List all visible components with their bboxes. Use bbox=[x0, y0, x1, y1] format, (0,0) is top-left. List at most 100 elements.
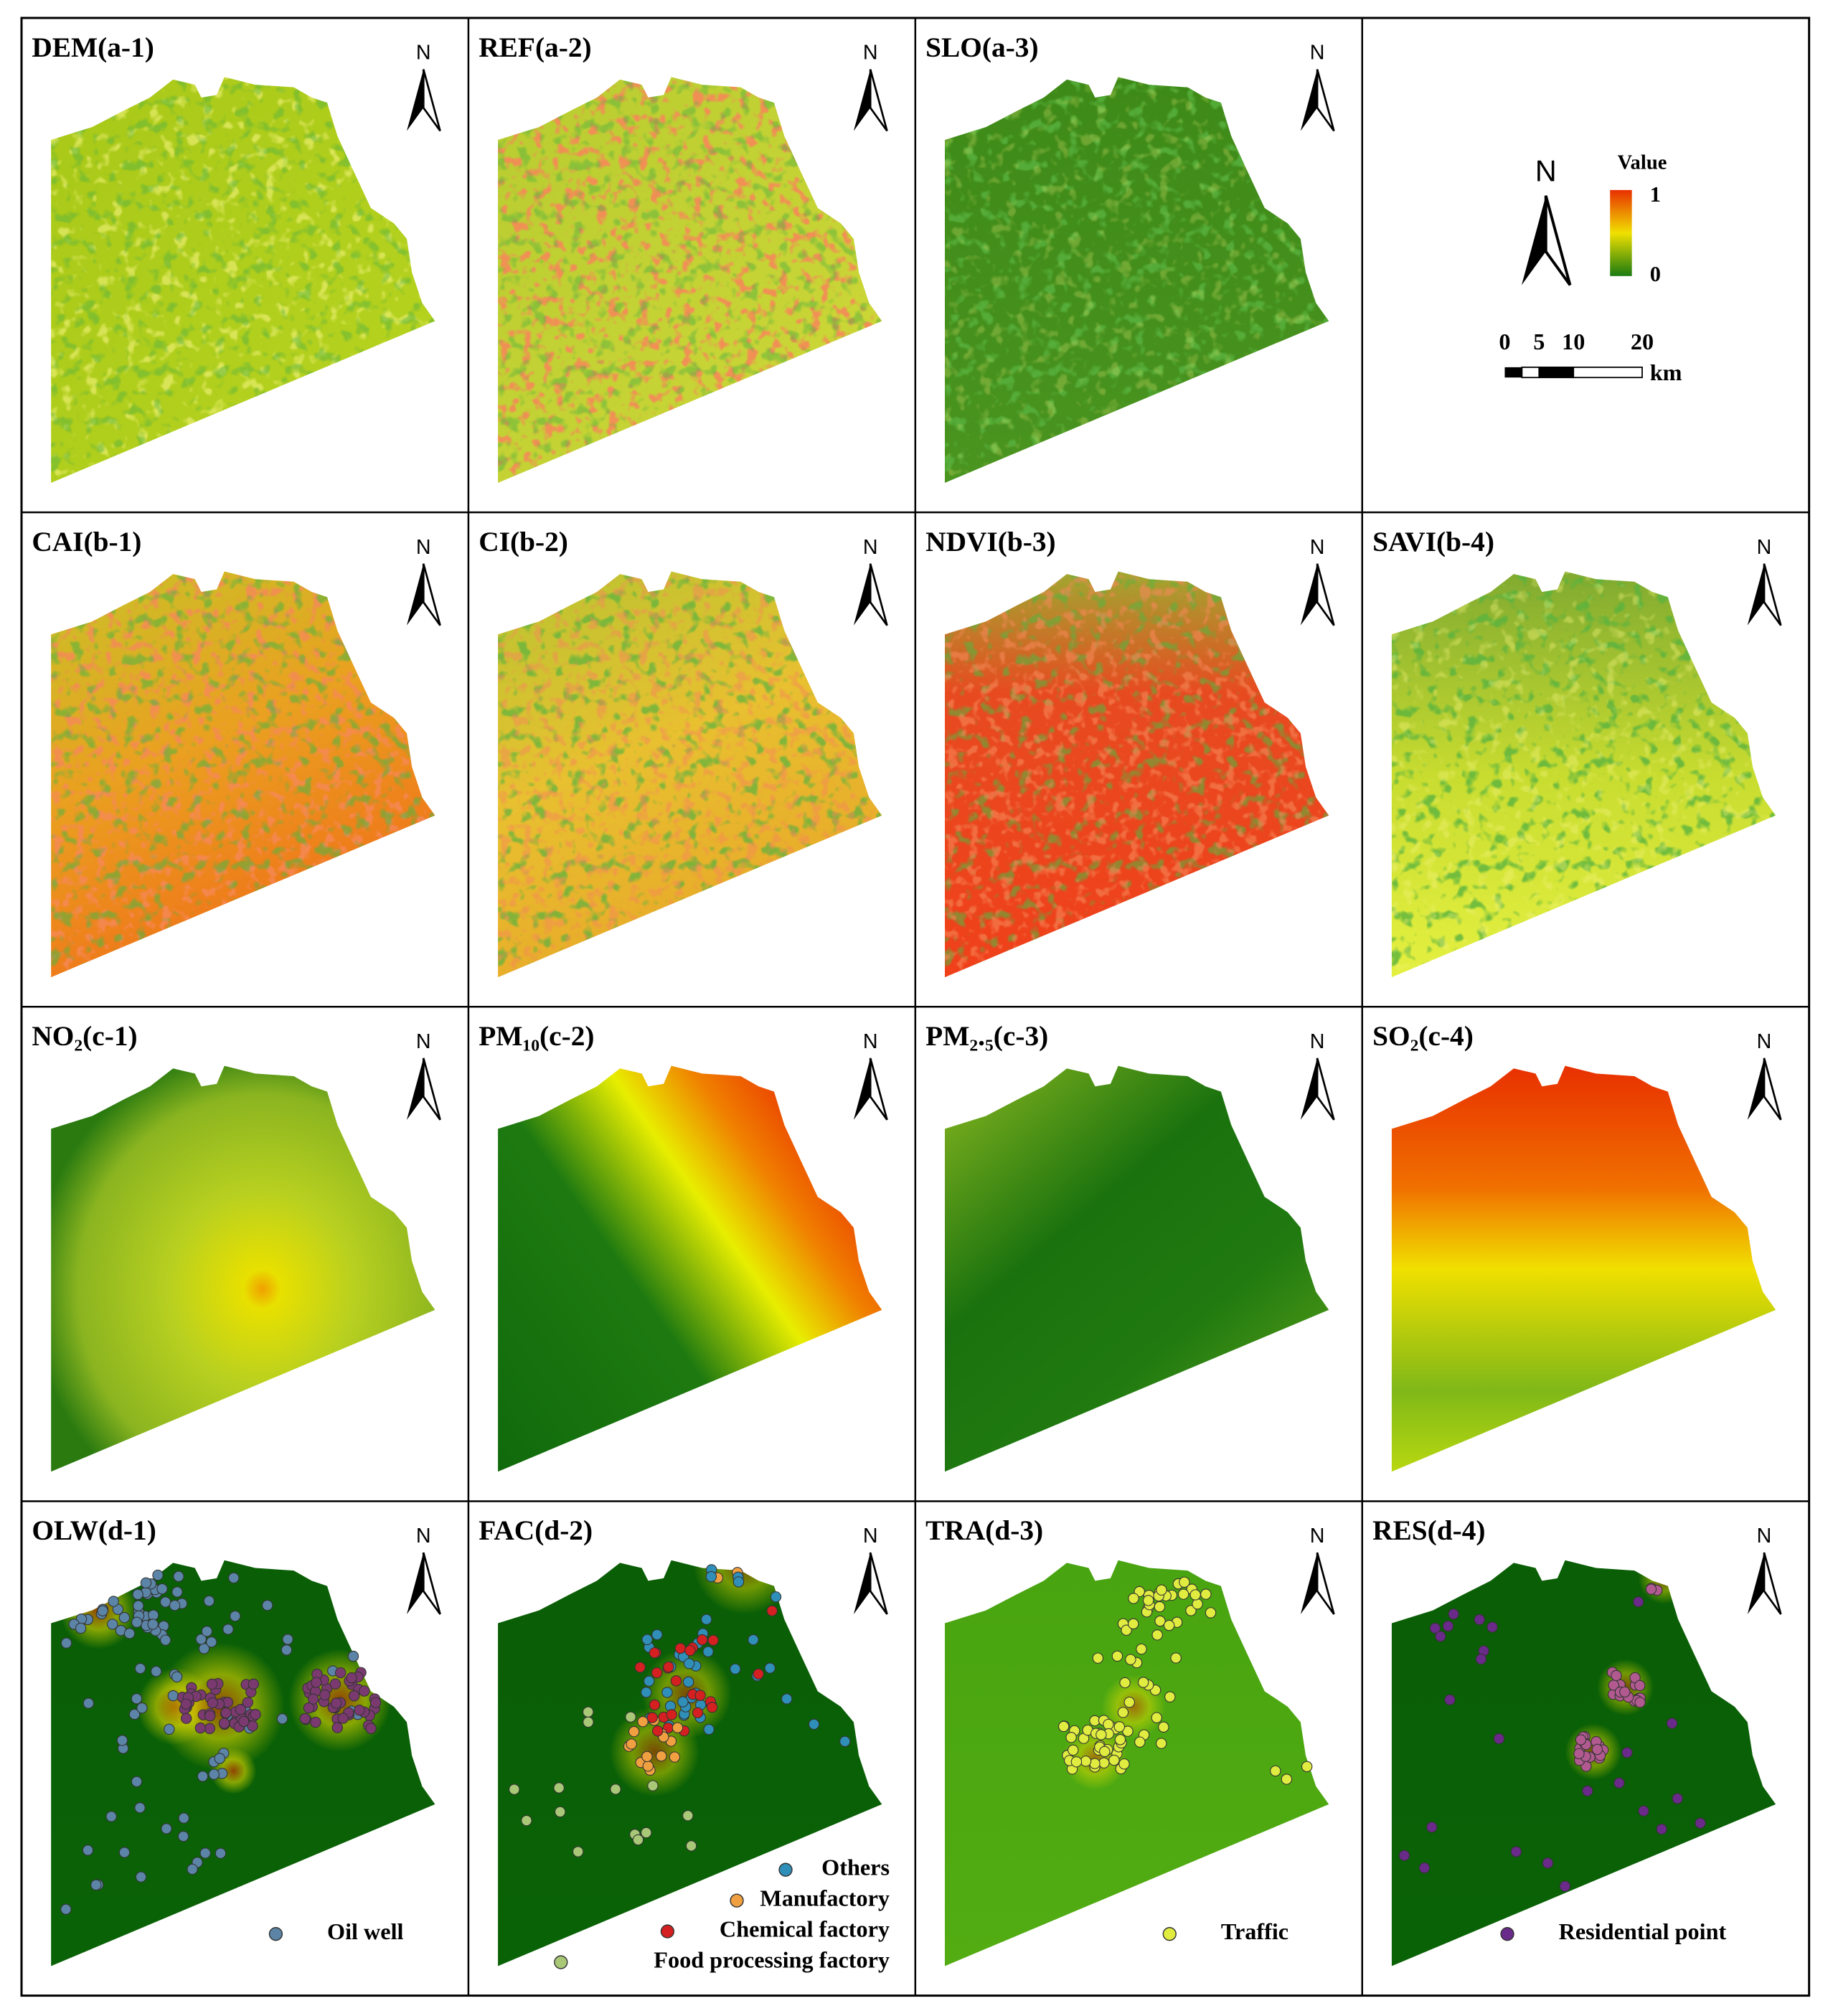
map-point bbox=[319, 1689, 331, 1701]
value-max: 1 bbox=[1650, 182, 1661, 207]
map-texture bbox=[1391, 571, 1776, 978]
map-point bbox=[1398, 1850, 1410, 1861]
north-arrow bbox=[853, 1552, 888, 1615]
map-point bbox=[637, 1716, 649, 1728]
map-point bbox=[1113, 1721, 1126, 1733]
map-point bbox=[215, 1847, 227, 1859]
map-point bbox=[1099, 1746, 1111, 1758]
map-point bbox=[1125, 1654, 1136, 1665]
map-point bbox=[133, 1600, 144, 1611]
map-point bbox=[642, 1761, 654, 1772]
map-point bbox=[82, 1845, 94, 1856]
map-point bbox=[1119, 1677, 1131, 1689]
map-point bbox=[583, 1706, 594, 1718]
map-panel: TRA(d-3) N Traffic bbox=[925, 1515, 1335, 1966]
map-point bbox=[1638, 1805, 1649, 1817]
map-point bbox=[123, 1628, 136, 1639]
map-point bbox=[365, 1723, 377, 1734]
map-point bbox=[732, 1576, 745, 1588]
map-point bbox=[1164, 1691, 1176, 1702]
map-point bbox=[311, 1677, 322, 1688]
map-point bbox=[1444, 1694, 1456, 1705]
map-point bbox=[1111, 1650, 1123, 1662]
map-point bbox=[748, 1634, 759, 1646]
map-point bbox=[348, 1690, 360, 1702]
panel-title: PM₁₀(c-2) bbox=[479, 1020, 594, 1052]
map-area bbox=[1391, 1065, 1776, 1472]
map-point bbox=[1510, 1846, 1522, 1857]
north-arrow bbox=[407, 1058, 441, 1121]
legend-label: Traffic bbox=[1221, 1918, 1288, 1944]
map-point bbox=[705, 1570, 717, 1583]
map-point bbox=[1205, 1607, 1217, 1619]
map-point bbox=[1151, 1629, 1163, 1641]
map-point bbox=[692, 1707, 704, 1719]
map-point bbox=[661, 1687, 673, 1698]
map-panel: NDVI(b-3) N bbox=[925, 526, 1335, 978]
map-point bbox=[299, 1713, 311, 1725]
map-point bbox=[1070, 1756, 1083, 1768]
map-point bbox=[135, 1871, 147, 1883]
map-point bbox=[282, 1634, 293, 1645]
map-point bbox=[310, 1716, 321, 1728]
panel-title: SAVI(b-4) bbox=[1372, 526, 1494, 557]
map-point bbox=[206, 1678, 218, 1690]
map-point bbox=[1591, 1743, 1603, 1756]
color-bar bbox=[1610, 189, 1632, 276]
map-point bbox=[1158, 1721, 1169, 1733]
map-point bbox=[1621, 1747, 1633, 1758]
map-point bbox=[701, 1614, 712, 1625]
map-point bbox=[1493, 1733, 1505, 1745]
map-point bbox=[131, 1776, 143, 1788]
panel-title: DEM(a-1) bbox=[32, 32, 154, 63]
map-point bbox=[107, 1619, 118, 1630]
map-point bbox=[1200, 1588, 1212, 1600]
map-point bbox=[1095, 1729, 1107, 1741]
map-point bbox=[1103, 1718, 1114, 1730]
legend-marker bbox=[778, 1862, 793, 1877]
map-point bbox=[1448, 1608, 1459, 1620]
map-point bbox=[674, 1642, 687, 1654]
map-point bbox=[707, 1634, 719, 1646]
map-point bbox=[181, 1713, 192, 1724]
map-panel: PM₂.₅(c-3) N bbox=[925, 1020, 1335, 1472]
map-point bbox=[683, 1658, 695, 1669]
map-point bbox=[346, 1672, 357, 1684]
map-point bbox=[1189, 1589, 1201, 1601]
north-arrow bbox=[853, 69, 888, 132]
map-point bbox=[1123, 1696, 1135, 1708]
map-point bbox=[1092, 1652, 1104, 1664]
scale-bar bbox=[1504, 367, 1523, 378]
scale-unit: km bbox=[1650, 359, 1682, 385]
panel-title: REF(a-2) bbox=[479, 32, 591, 63]
map-point bbox=[136, 1702, 148, 1714]
map-texture bbox=[51, 77, 435, 483]
map-point bbox=[238, 1715, 250, 1728]
map-point bbox=[222, 1624, 234, 1635]
north-arrow bbox=[1747, 563, 1782, 626]
map-point bbox=[148, 1609, 159, 1621]
north-label: N bbox=[416, 1525, 431, 1548]
north-label: N bbox=[1310, 1525, 1325, 1548]
map-point bbox=[684, 1644, 696, 1657]
map-point bbox=[247, 1720, 258, 1732]
map-point bbox=[1098, 1757, 1110, 1768]
map-point bbox=[180, 1698, 192, 1710]
map-point bbox=[647, 1780, 659, 1791]
legend-marker bbox=[1162, 1927, 1177, 1941]
map-panel: CI(b-2) N bbox=[479, 526, 888, 978]
north-label: N bbox=[1310, 536, 1325, 559]
map-point bbox=[159, 1596, 171, 1608]
legend-marker bbox=[660, 1924, 675, 1939]
map-point bbox=[140, 1577, 152, 1589]
map-point bbox=[521, 1814, 532, 1827]
map-point bbox=[131, 1692, 143, 1705]
map-point bbox=[703, 1723, 715, 1735]
map-point bbox=[1154, 1601, 1166, 1613]
panel-title: SLO(a-3) bbox=[925, 32, 1038, 63]
map-point bbox=[173, 1570, 184, 1583]
map-panel: SAVI(b-4) N bbox=[1372, 526, 1782, 978]
map-point bbox=[330, 1697, 342, 1709]
map-point bbox=[208, 1768, 220, 1780]
